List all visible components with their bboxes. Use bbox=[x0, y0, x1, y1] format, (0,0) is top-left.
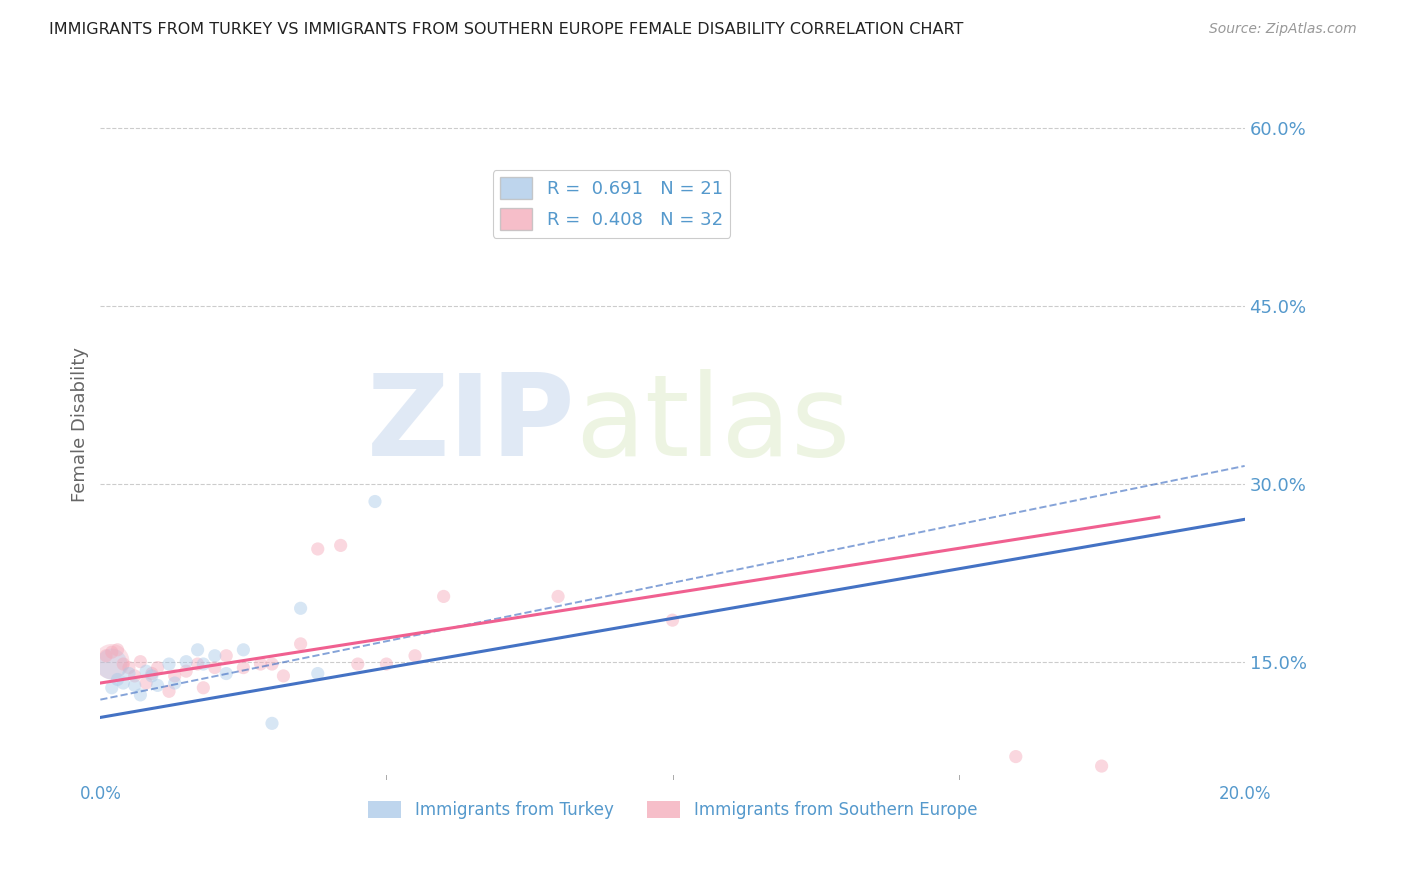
Point bbox=[118, 666, 141, 681]
Point bbox=[135, 676, 157, 690]
Point bbox=[107, 642, 129, 657]
Point bbox=[260, 657, 283, 671]
Point bbox=[129, 688, 152, 702]
Point bbox=[215, 666, 238, 681]
Point bbox=[1091, 759, 1114, 773]
Point bbox=[204, 648, 226, 663]
Point bbox=[157, 657, 180, 671]
Point bbox=[547, 590, 569, 604]
Point bbox=[107, 673, 129, 687]
Point bbox=[124, 669, 146, 683]
Point bbox=[433, 590, 456, 604]
Point bbox=[260, 716, 283, 731]
Legend: Immigrants from Turkey, Immigrants from Southern Europe: Immigrants from Turkey, Immigrants from … bbox=[361, 794, 984, 825]
Point bbox=[163, 676, 186, 690]
Point bbox=[307, 666, 329, 681]
Point bbox=[404, 648, 426, 663]
Point bbox=[346, 657, 368, 671]
Y-axis label: Female Disability: Female Disability bbox=[72, 347, 89, 502]
Point bbox=[101, 645, 124, 659]
Point bbox=[157, 684, 180, 698]
Point bbox=[174, 655, 197, 669]
Point bbox=[135, 664, 157, 678]
Point bbox=[146, 660, 169, 674]
Point bbox=[249, 657, 271, 671]
Point bbox=[375, 657, 398, 671]
Point bbox=[1004, 749, 1026, 764]
Point bbox=[141, 666, 163, 681]
Point bbox=[193, 681, 215, 695]
Point bbox=[232, 642, 254, 657]
Point bbox=[174, 664, 197, 678]
Point bbox=[112, 676, 135, 690]
Text: IMMIGRANTS FROM TURKEY VS IMMIGRANTS FROM SOUTHERN EUROPE FEMALE DISABILITY CORR: IMMIGRANTS FROM TURKEY VS IMMIGRANTS FRO… bbox=[49, 22, 963, 37]
Point bbox=[290, 601, 312, 615]
Point bbox=[364, 494, 387, 508]
Point bbox=[290, 637, 312, 651]
Point bbox=[101, 655, 124, 669]
Point bbox=[141, 669, 163, 683]
Point bbox=[273, 669, 295, 683]
Point bbox=[94, 648, 117, 663]
Point bbox=[101, 657, 124, 671]
Text: Source: ZipAtlas.com: Source: ZipAtlas.com bbox=[1209, 22, 1357, 37]
Point bbox=[129, 655, 152, 669]
Point bbox=[307, 541, 329, 556]
Point bbox=[112, 657, 135, 671]
Point bbox=[232, 660, 254, 674]
Point bbox=[193, 657, 215, 671]
Point bbox=[118, 660, 141, 674]
Point bbox=[215, 648, 238, 663]
Point bbox=[101, 681, 124, 695]
Text: atlas: atlas bbox=[575, 369, 851, 480]
Point bbox=[329, 538, 352, 552]
Point bbox=[124, 678, 146, 692]
Text: ZIP: ZIP bbox=[367, 369, 575, 480]
Point bbox=[163, 669, 186, 683]
Point bbox=[146, 678, 169, 692]
Point bbox=[204, 660, 226, 674]
Point bbox=[187, 642, 209, 657]
Point bbox=[187, 657, 209, 671]
Point bbox=[661, 613, 683, 627]
